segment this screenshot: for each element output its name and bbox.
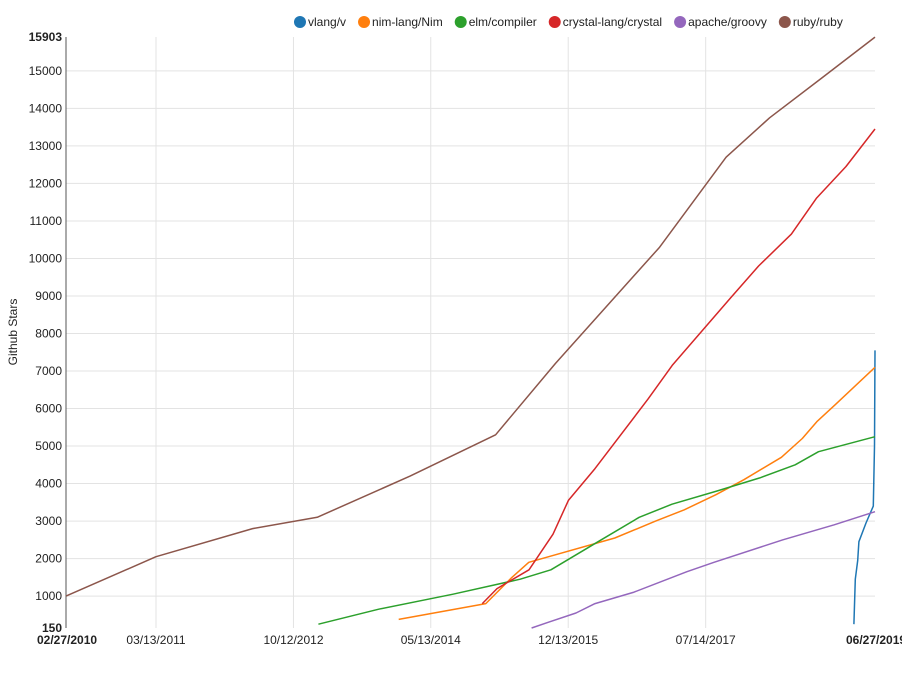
legend-label: nim-lang/Nim (372, 15, 443, 29)
axes: 150 1000 2000 3000 4000 5000 6000 7000 8000 9000 1… (29, 30, 902, 647)
y-tick-label: 13000 (29, 139, 63, 153)
x-tick-label: 06/27/2019 (846, 633, 902, 647)
y-axis-title: Github Stars (6, 299, 20, 366)
y-tick-label: 3000 (35, 514, 62, 528)
y-tick-label: 7000 (35, 364, 62, 378)
legend-swatch (778, 16, 791, 28)
series-line-apache-groovy (531, 510, 876, 629)
x-tick-label: 10/12/2012 (263, 633, 323, 647)
series-line-crystal-lang-crystal (481, 128, 876, 605)
y-tick-label: 5000 (35, 439, 62, 453)
legend-item[interactable]: vlang/v (294, 15, 346, 29)
y-tick-label: 4000 (35, 477, 62, 491)
y-tick-label: 8000 (35, 326, 62, 340)
legend-label: elm/compiler (469, 15, 537, 29)
y-tick-label: 1000 (35, 589, 62, 603)
y-tick-label: 9000 (35, 289, 62, 303)
y-tick-label: 15903 (29, 30, 63, 44)
series-line-nim-lang-nim (398, 366, 876, 621)
x-tick-label: 05/13/2014 (401, 633, 461, 647)
y-tick-label: 10000 (29, 251, 63, 265)
y-tick-label: 6000 (35, 402, 62, 416)
legend-swatch (454, 16, 467, 28)
legend-label: crystal-lang/crystal (563, 15, 662, 29)
legend-label: vlang/v (308, 15, 346, 29)
series-line-vlang-v (853, 350, 876, 625)
series-lines (65, 36, 876, 629)
x-tick-label: 12/13/2015 (538, 633, 598, 647)
legend-item[interactable]: crystal-lang/crystal (548, 15, 662, 29)
x-tick-label: 03/13/2011 (126, 633, 185, 647)
legend-swatch (294, 16, 306, 28)
legend-item[interactable]: ruby/ruby (778, 15, 843, 29)
y-tick-label: 12000 (29, 176, 63, 190)
y-tick-label: 150 (42, 621, 62, 635)
legend-item[interactable]: elm/compiler (454, 15, 537, 29)
y-tick-label: 14000 (29, 101, 63, 115)
legend-item[interactable]: apache/groovy (674, 15, 767, 29)
series-line-elm-compiler (318, 435, 876, 625)
legend-swatch (674, 16, 687, 28)
x-tick-label: 07/14/2017 (676, 633, 736, 647)
grid-lines (66, 37, 875, 628)
legend-swatch (548, 16, 561, 28)
x-tick-label: 02/27/2010 (37, 633, 97, 647)
legend-label: apache/groovy (688, 15, 767, 29)
y-tick-label: 11000 (30, 214, 63, 228)
legend-item[interactable]: nim-lang/Nim (358, 15, 443, 29)
legend-swatch (358, 16, 371, 28)
legend: vlang/v nim-lang/Nim elm/compiler crystal-l… (294, 15, 843, 29)
y-tick-label: 2000 (35, 552, 62, 566)
series-line-ruby-ruby (65, 36, 876, 597)
legend-label: ruby/ruby (793, 15, 843, 29)
y-tick-label: 15000 (29, 64, 63, 78)
